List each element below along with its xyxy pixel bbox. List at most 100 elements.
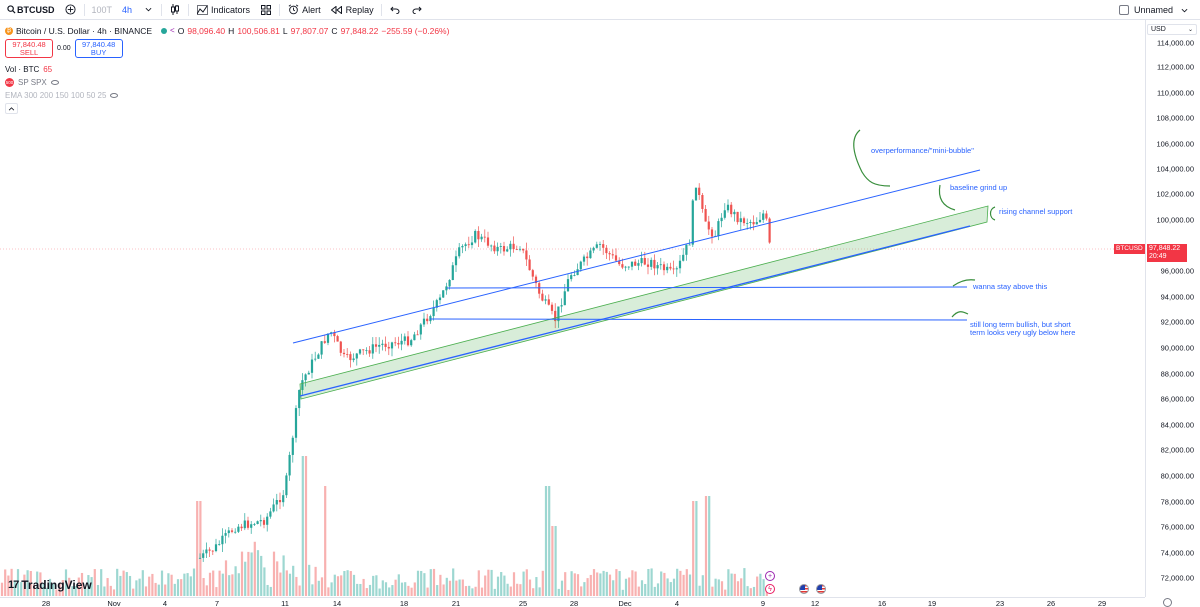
redo-button[interactable] bbox=[406, 0, 428, 20]
price-tick: 106,000.00 bbox=[1156, 139, 1194, 149]
buy-button[interactable]: 97,840.48 BUY bbox=[74, 39, 123, 58]
settings-gear-icon[interactable] bbox=[1163, 598, 1172, 607]
templates-button[interactable] bbox=[255, 0, 277, 20]
time-tick: Dec bbox=[618, 599, 632, 607]
grind-bracket-stroke bbox=[938, 184, 956, 211]
open-value: 98,096.40 bbox=[187, 25, 226, 36]
share-icon[interactable]: < bbox=[170, 26, 175, 35]
us-flag-icon[interactable] bbox=[799, 584, 809, 594]
interval-dropdown[interactable] bbox=[137, 0, 159, 20]
indicators-button[interactable]: Indicators bbox=[191, 0, 255, 20]
time-tick: 12 bbox=[810, 599, 820, 607]
support-line-94800[interactable] bbox=[446, 286, 968, 289]
symbol-label: BTCUSD bbox=[17, 4, 55, 15]
eye-icon[interactable] bbox=[50, 79, 59, 85]
eye-icon[interactable] bbox=[110, 92, 119, 98]
time-tick: Nov bbox=[107, 599, 121, 607]
toolbar-divider bbox=[161, 3, 163, 16]
lightning-icon[interactable]: ϟ bbox=[765, 584, 775, 594]
alert-button[interactable]: Alert bbox=[282, 0, 326, 20]
compare-button[interactable] bbox=[60, 0, 82, 20]
price-tick: 104,000.00 bbox=[1156, 164, 1194, 174]
interval-4h[interactable]: 4h bbox=[122, 4, 133, 15]
rising-channel-support-zone[interactable] bbox=[299, 205, 989, 400]
bubble-bracket-stroke bbox=[853, 129, 891, 187]
time-tick: 14 bbox=[332, 599, 342, 607]
chevron-down-icon bbox=[1178, 4, 1190, 16]
redo-icon bbox=[411, 4, 423, 16]
price-tick: 88,000.00 bbox=[1160, 369, 1194, 379]
ema-legend-row[interactable]: EMA 300 200 150 100 50 25 bbox=[5, 89, 449, 101]
interval-100t[interactable]: 100T bbox=[91, 4, 113, 15]
price-tick: 84,000.00 bbox=[1160, 420, 1194, 430]
last-price-symbol-label: BTCUSD bbox=[1114, 244, 1145, 254]
close-key: C bbox=[331, 25, 338, 36]
market-open-icon bbox=[161, 27, 168, 34]
symbol-search[interactable]: BTCUSD bbox=[0, 0, 60, 20]
sell-button[interactable]: 97,840.48 SELL bbox=[5, 39, 53, 58]
time-tick: 26 bbox=[1046, 599, 1056, 607]
high-key: H bbox=[228, 25, 235, 36]
volume-label: Vol · BTC bbox=[5, 64, 40, 74]
add-event-icon[interactable]: + bbox=[765, 571, 775, 581]
annotation-bubble[interactable]: overperformance/"mini-bubble" bbox=[871, 146, 974, 155]
collapse-legend-button[interactable] bbox=[5, 103, 18, 114]
us-flag-icon[interactable] bbox=[816, 584, 826, 594]
toolbar-divider bbox=[279, 3, 281, 16]
spx-legend-row[interactable]: 500 SP SPX bbox=[5, 76, 449, 88]
close-value: 97,848.22 bbox=[340, 25, 379, 36]
tradingview-logo[interactable]: 17 TradingView bbox=[8, 578, 92, 592]
candle-countdown: 20:49 bbox=[1149, 253, 1167, 260]
layout-checkbox[interactable] bbox=[1118, 5, 1129, 15]
spx-label: SP SPX bbox=[18, 77, 47, 87]
price-tick: 90,000.00 bbox=[1160, 343, 1194, 353]
channel-lower-trendline[interactable] bbox=[299, 225, 971, 397]
time-tick: 4 bbox=[674, 599, 680, 607]
toolbar-divider bbox=[83, 3, 85, 16]
candles-icon bbox=[169, 4, 181, 16]
support-line-92300[interactable] bbox=[429, 318, 968, 321]
price-tick: 72,000.00 bbox=[1160, 573, 1194, 583]
annotation-long-term[interactable]: still long term bullish, but short term … bbox=[970, 320, 1076, 337]
price-tick: 102,000.00 bbox=[1156, 189, 1194, 199]
price-tick: 112,000.00 bbox=[1157, 62, 1194, 72]
price-axis[interactable]: 114,000.00 112,000.00 110,000.00 108,000.00… bbox=[1145, 20, 1200, 597]
chevron-down-icon bbox=[142, 4, 154, 16]
spread-value: 0.00 bbox=[57, 45, 71, 52]
rewind-icon bbox=[331, 4, 343, 16]
price-tick: 80,000.00 bbox=[1160, 471, 1194, 481]
price-tick: 82,000.00 bbox=[1160, 445, 1194, 455]
logo-text: TradingView bbox=[21, 578, 92, 592]
long-term-arrow-stroke bbox=[951, 311, 969, 318]
currency-selector[interactable]: USD ⌄ bbox=[1147, 24, 1197, 35]
sell-price: 97,840.48 bbox=[12, 40, 46, 49]
time-tick: 28 bbox=[41, 599, 51, 607]
volume-bars bbox=[0, 456, 768, 596]
sell-label: SELL bbox=[19, 48, 39, 57]
time-tick: 19 bbox=[927, 599, 937, 607]
legend-title[interactable]: Bitcoin / U.S. Dollar · 4h · BINANCE bbox=[16, 25, 153, 36]
time-tick: 29 bbox=[1097, 599, 1107, 607]
chart-type-button[interactable] bbox=[164, 0, 186, 20]
time-tick: 9 bbox=[760, 599, 766, 607]
price-candles bbox=[198, 183, 771, 562]
undo-button[interactable] bbox=[384, 0, 406, 20]
annotation-grind[interactable]: baseline grind up bbox=[950, 183, 1008, 192]
change-value: −255.59 (−0.26%) bbox=[381, 25, 450, 36]
price-tick: 100,000.00 bbox=[1156, 215, 1194, 225]
annotation-support[interactable]: rising channel support bbox=[999, 207, 1073, 216]
chart-legend: ₿ Bitcoin / U.S. Dollar · 4h · BINANCE <… bbox=[5, 25, 449, 114]
annotation-stay-above[interactable]: wanna stay above this bbox=[973, 282, 1048, 291]
chart-canvas[interactable] bbox=[0, 20, 1145, 597]
channel-upper-trendline[interactable] bbox=[292, 169, 981, 344]
time-axis[interactable]: 28 Nov 4 7 11 14 18 21 25 28 Dec 4 9 12 16 19 23 26 29 bbox=[0, 597, 1145, 607]
volume-legend-row[interactable]: Vol · BTC 65 bbox=[5, 63, 449, 75]
low-key: L bbox=[282, 25, 288, 36]
indicators-label: Indicators bbox=[211, 4, 251, 15]
layout-name-button[interactable]: Unnamed bbox=[1118, 0, 1190, 20]
price-tick: 110,000.00 bbox=[1157, 88, 1194, 98]
replay-button[interactable]: Replay bbox=[326, 0, 379, 20]
time-tick: 25 bbox=[518, 599, 528, 607]
low-value: 97,807.07 bbox=[290, 25, 329, 36]
time-tick: 11 bbox=[281, 599, 289, 607]
